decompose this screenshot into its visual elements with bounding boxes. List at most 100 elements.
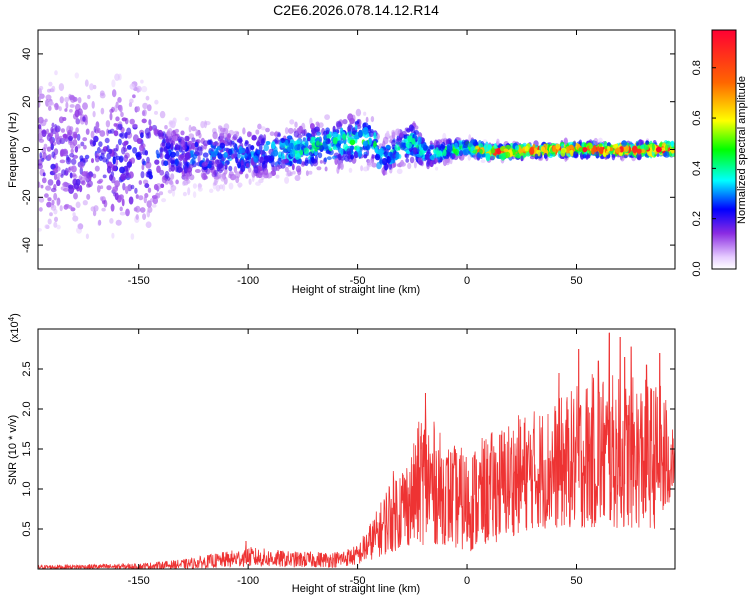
spectrogram-cell xyxy=(273,132,278,137)
spectrogram-cell xyxy=(72,215,79,222)
spectrogram-cell xyxy=(326,156,332,161)
spectrogram-cell xyxy=(475,145,480,150)
spectrogram-cell xyxy=(365,116,369,123)
spectrogram-cell xyxy=(236,138,243,143)
spectrogram-cell xyxy=(46,146,52,152)
spectrogram-cell xyxy=(332,131,339,138)
spectrogram-cell xyxy=(282,153,285,160)
spectrogram-cell xyxy=(209,188,214,193)
spectrogram-cell xyxy=(175,150,180,157)
spectrogram-cell xyxy=(593,137,599,146)
spectrogram-cell xyxy=(578,139,583,146)
spectrogram-cell xyxy=(94,155,100,163)
spectrogram-cell xyxy=(154,159,160,165)
spectrogram-cell xyxy=(472,149,478,154)
y-tick-label: -20 xyxy=(21,189,33,205)
spectrogram-cell xyxy=(178,154,184,161)
spectrogram-cell xyxy=(250,145,255,151)
spectrogram-cell xyxy=(459,150,463,157)
spectrogram-cell xyxy=(382,158,388,165)
chart-title: C2E6.2026.078.14.12.R14 xyxy=(273,2,439,18)
colorbar-label: Normalized spectral amplitude xyxy=(736,76,748,224)
spectrogram-cell xyxy=(219,132,224,141)
spectrogram-cell xyxy=(340,162,344,170)
spectrogram-cell xyxy=(287,127,294,134)
spectrogram-cell xyxy=(303,147,309,154)
spectrogram-cell xyxy=(138,180,142,185)
spectrogram-cell xyxy=(298,158,302,165)
spectrogram-cell xyxy=(54,216,58,222)
spectrogram-cell xyxy=(56,179,61,186)
spectrogram-cell xyxy=(582,147,588,153)
spectrogram-cell xyxy=(74,109,80,118)
spectrogram-cell xyxy=(114,73,120,81)
spectrogram-cell xyxy=(109,218,114,224)
spectrogram-cell xyxy=(326,133,332,140)
spectrogram-cell xyxy=(440,138,446,143)
spectrogram-cell xyxy=(63,204,69,210)
spectrogram-cell xyxy=(98,219,102,226)
spectrogram-cell xyxy=(151,204,157,208)
spectrogram-cell xyxy=(483,144,490,153)
spectrogram-cell xyxy=(405,158,410,163)
spectrogram-cell xyxy=(520,155,524,162)
colorbar-ticks: 0.0 0.2 0.4 0.6 0.8 xyxy=(691,60,716,277)
spectrogram-cell xyxy=(620,154,625,162)
spectrogram-cell xyxy=(447,146,453,153)
spectrogram-cell xyxy=(191,126,197,132)
spectrogram-cell xyxy=(304,140,309,148)
spectrogram-cell xyxy=(261,138,265,146)
spectrogram-cell xyxy=(284,166,289,173)
spectrogram-cell xyxy=(62,148,69,157)
spectrogram-cell xyxy=(54,125,61,133)
spectrogram-cell xyxy=(65,101,69,109)
spectrogram-cell xyxy=(96,180,102,184)
spectrogram-cell xyxy=(126,127,132,136)
spectrogram-cell xyxy=(525,152,531,157)
spectrogram-cell xyxy=(171,135,178,142)
spectrogram-cell xyxy=(75,201,81,209)
spectrogram-cell xyxy=(338,140,344,144)
spectrogram-cell xyxy=(651,143,655,152)
spectrogram-cell xyxy=(67,156,70,163)
spectrogram-cell xyxy=(119,104,123,113)
spectrogram-cell xyxy=(46,128,49,135)
spectrogram-cell xyxy=(264,155,269,163)
spectrogram-cell xyxy=(670,140,675,148)
spectrogram-cell xyxy=(248,153,252,160)
spectrogram-cell xyxy=(69,109,73,113)
x-tick-label: -150 xyxy=(128,575,150,587)
spectrogram-cell xyxy=(98,141,103,148)
spectrogram-cell xyxy=(259,156,265,164)
y-tick-label: 0.5 xyxy=(21,521,33,536)
spectrogram-cell xyxy=(306,137,311,142)
spectrogram-cell xyxy=(99,92,106,99)
spectrogram-cell xyxy=(182,145,187,151)
spectrogram-cell xyxy=(167,130,172,137)
spectrogram-cell xyxy=(213,176,220,180)
spectrogram-cell xyxy=(146,200,152,208)
spectrogram-cell xyxy=(304,159,309,167)
spectrogram-cell xyxy=(316,140,320,146)
spectrogram-cell xyxy=(118,133,124,138)
spectrogram-cell xyxy=(97,127,101,134)
spectrogram-cell xyxy=(202,161,208,167)
snr-line xyxy=(38,332,675,569)
spectrogram-cell xyxy=(45,94,52,101)
spectrogram-cell xyxy=(362,126,369,135)
spectrogram-cell xyxy=(382,169,386,176)
spectrogram-cell xyxy=(93,135,99,143)
spectrogram-cell xyxy=(59,96,64,104)
spectrogram-cell xyxy=(426,148,431,155)
spectrogram-cell xyxy=(435,158,439,163)
y-tick-label: 40 xyxy=(21,48,33,60)
spectrogram-cell xyxy=(552,145,557,153)
snr-series xyxy=(38,332,675,569)
spectrogram-cell xyxy=(114,180,120,188)
spectrogram-cell xyxy=(164,125,168,130)
spectrogram-cell xyxy=(69,94,75,100)
spectrogram-cell xyxy=(47,154,52,160)
spectrogram-cell xyxy=(203,143,207,150)
spectrogram-cell xyxy=(71,173,77,177)
spectrogram-cell xyxy=(289,119,295,125)
